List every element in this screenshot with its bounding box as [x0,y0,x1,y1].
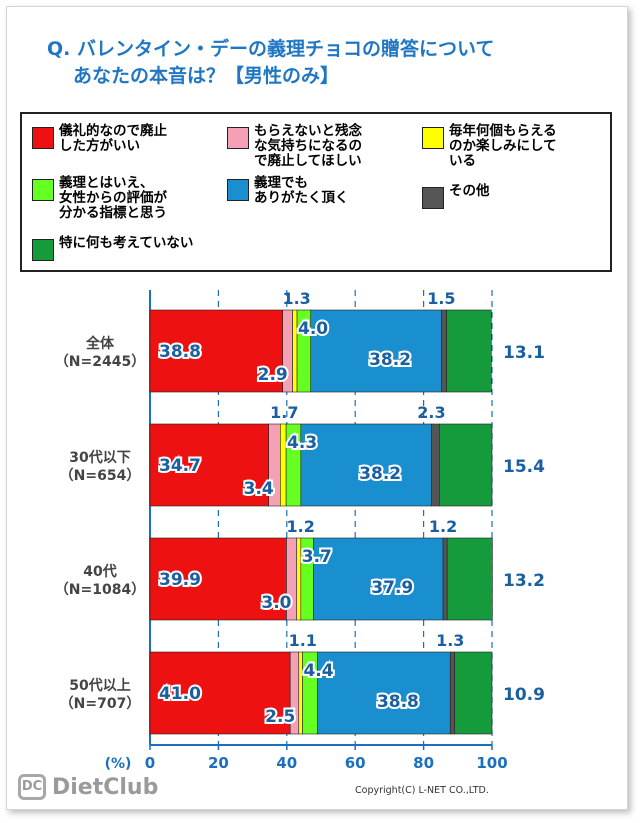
value-label: 38.2 [369,350,411,370]
value-label: 10.9 [503,685,545,705]
value-label: 38.8 [159,342,201,362]
legend-item-other: その他 [422,184,490,209]
x-axis-unit-label: (%) [105,756,132,772]
bar-segment [454,651,493,735]
category-label: 全体 [85,335,115,352]
bar-segment [442,537,448,621]
value-label: 1.2 [429,517,457,536]
value-label: 4.4 [303,661,333,681]
legend-item-nothing: 特に何も考えていない [32,236,193,261]
legend-label: その他 [449,183,490,199]
category-label: 30代以下 [69,449,130,466]
value-label: 34.7 [159,456,201,476]
bar-segment [292,309,298,393]
bar-segment [280,423,287,507]
bar-segment [446,309,492,393]
bar-segment [149,537,287,621]
value-label: 2.9 [258,365,288,385]
bar-segment [310,309,442,393]
x-tick-label: 100 [476,754,507,772]
value-label: 3.4 [244,479,274,499]
bar-segment [296,537,302,621]
legend: 儀礼的なので廃止 した方がいい もらえないと残念 な気持ちになるの で廃止してほ… [20,112,612,272]
x-tick-label: 40 [276,754,297,772]
legend-swatch-lightgreen [32,179,54,201]
value-label: 1.2 [287,517,315,536]
dietclub-logo: DC DietClub [18,774,158,800]
legend-item-indicator: 義理とはいえ、 女性からの評価が 分かる指標と思う [32,176,167,221]
category-n-label: （N=1084） [55,582,145,598]
legend-swatch-pink [227,127,249,149]
x-tick-label: 0 [145,754,155,772]
bar-segment [431,423,440,507]
value-label: 4.0 [298,319,328,339]
bar-segment [298,651,303,735]
bar-segment [446,537,493,621]
bar-segment [313,537,444,621]
value-label: 2.5 [265,707,295,727]
value-label: 1.7 [270,403,298,422]
category-label: 40代 [83,563,116,580]
legend-item-grateful: 義理でも ありがたく頂く [227,176,349,206]
legend-label: 義理とはいえ、 女性からの評価が 分かる指標と思う [59,175,167,221]
value-label: 1.3 [282,289,310,308]
x-tick-label: 80 [413,754,434,772]
bar-segment [441,309,447,393]
bar-segment [149,423,269,507]
value-label: 13.1 [503,343,545,363]
legend-label: 特に何も考えていない [59,235,194,251]
chart-title: Q. バレンタイン・デーの義理チョコの贈答について あなたの本音は？【男性のみ】 [47,36,627,90]
value-label: 4.3 [287,433,317,453]
value-label: 1.1 [289,631,317,650]
category-n-label: （N=2445） [55,354,145,370]
value-label: 38.8 [377,692,419,712]
title-line-2: あなたの本音は？【男性のみ】 [73,65,340,87]
category-n-label: （N=654） [60,468,141,484]
category-label: 50代以上 [69,677,130,694]
title-line-1: Q. バレンタイン・デーの義理チョコの贈答について [47,38,495,60]
legend-label: 儀礼的なので廃止 した方がいい [59,123,167,154]
legend-swatch-gray [422,187,444,209]
legend-item-look-forward: 毎年何個もらえる のか楽しみにして いる [422,124,557,169]
legend-item-formality: 儀礼的なので廃止 した方がいい [32,124,167,154]
value-label: 13.2 [503,571,545,591]
logo-text: DietClub [52,774,159,800]
value-label: 41.0 [159,684,201,704]
bar-segment [449,651,456,735]
legend-swatch-red [32,127,54,149]
bar-segment [439,423,493,507]
value-label: 3.0 [261,593,291,613]
legend-label: 毎年何個もらえる のか楽しみにして いる [449,123,557,169]
value-label: 3.7 [302,547,332,567]
bar-segment [149,309,283,393]
legend-swatch-yellow [422,127,444,149]
value-label: 1.5 [427,289,455,308]
value-label: 15.4 [503,457,545,477]
bar-segment [149,651,291,735]
x-tick-label: 60 [345,754,366,772]
copyright-notice: Copyright(C) L-NET CO.,LTD. [355,785,489,796]
value-label: 1.3 [436,631,464,650]
x-tick-label: 20 [208,754,229,772]
legend-item-disappointed: もらえないと残念 な気持ちになるの で廃止してほしい [227,124,362,169]
value-label: 39.9 [159,570,201,590]
legend-swatch-blue [227,179,249,201]
legend-label: もらえないと残念 な気持ちになるの で廃止してほしい [254,123,362,169]
category-n-label: （N=707） [60,696,141,712]
bar-segment [317,651,451,735]
legend-label: 義理でも ありがたく頂く [254,175,349,206]
bar-segment [300,423,432,507]
legend-swatch-green [32,239,54,261]
value-label: 37.9 [371,578,413,598]
value-label: 38.2 [359,464,401,484]
dietclub-logo-icon: DC [18,774,46,800]
value-label: 2.3 [417,403,445,422]
